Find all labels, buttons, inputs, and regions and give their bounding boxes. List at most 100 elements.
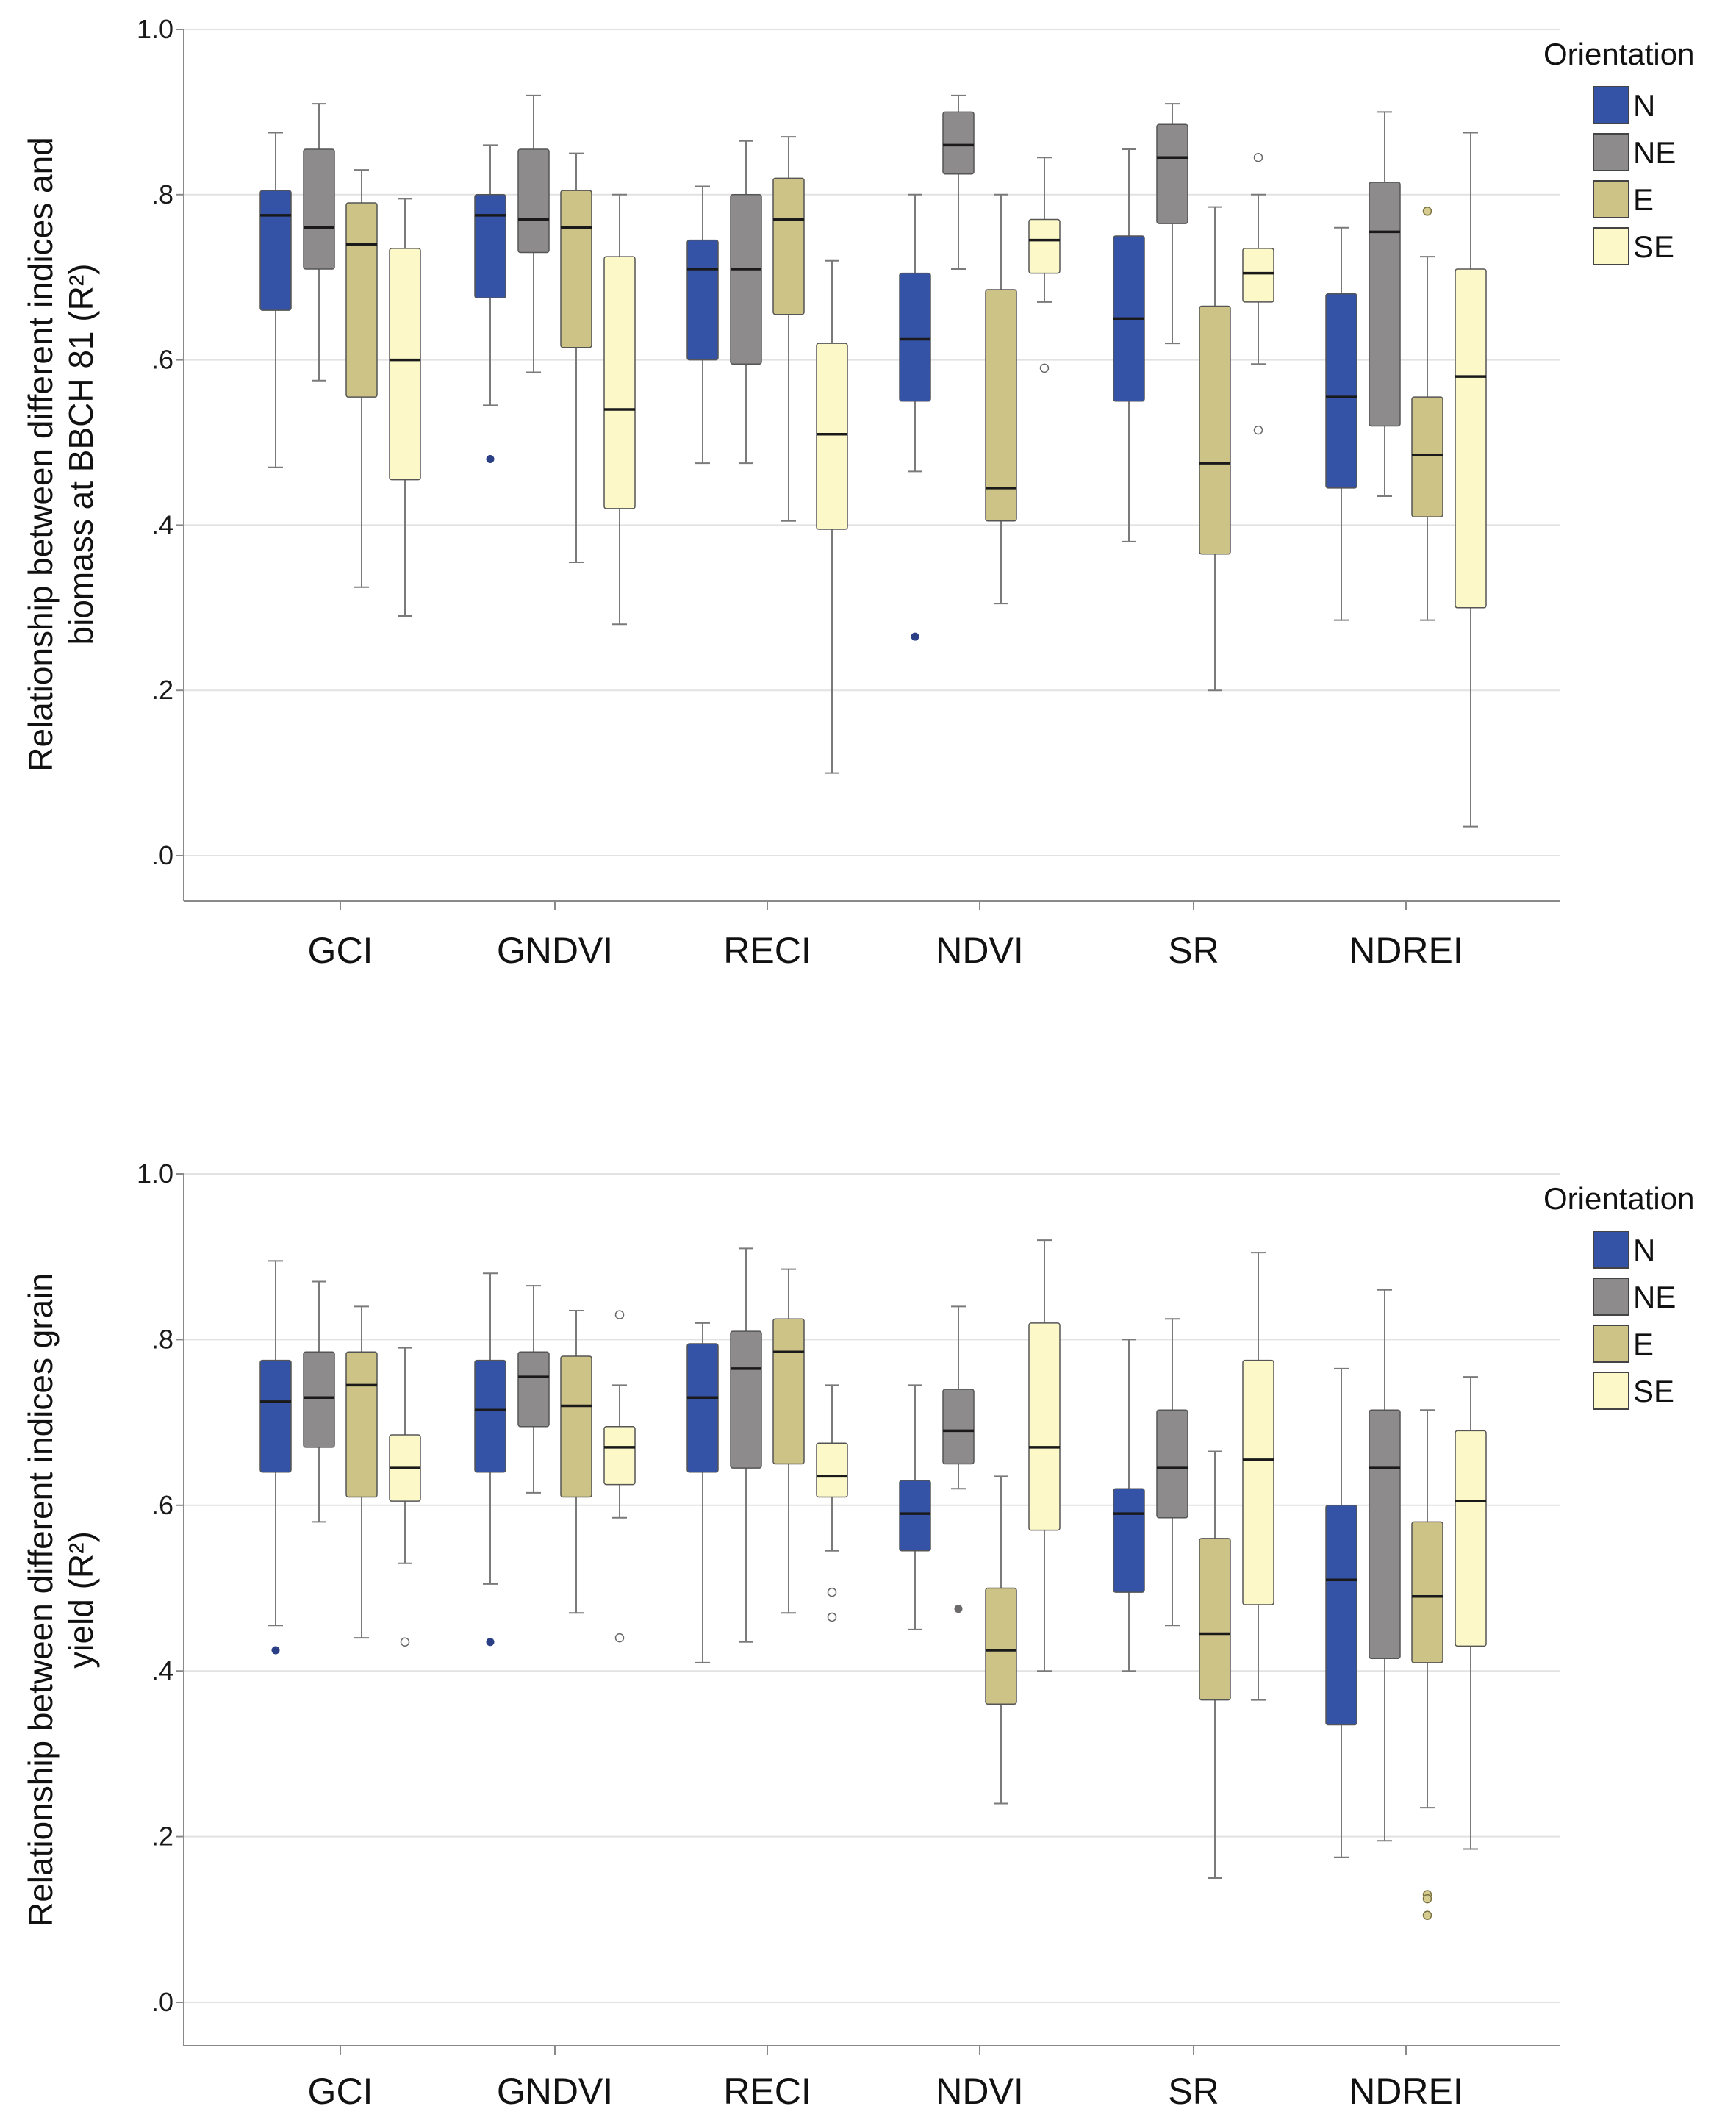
outlier-point	[954, 1605, 963, 1613]
y-tick-label: .0	[151, 1987, 173, 2017]
box-NE-RECI	[730, 140, 762, 465]
x-category-label: RECI	[723, 2071, 811, 2112]
x-category-label: RECI	[723, 930, 811, 971]
box-iqr	[603, 1425, 636, 1486]
outlier-point	[911, 632, 919, 641]
box-N-RECI	[686, 185, 719, 465]
box-E-GNDVI	[560, 1309, 592, 1614]
box-iqr	[474, 194, 506, 299]
outlier-point	[1422, 207, 1432, 216]
y-tick-label: .0	[151, 840, 173, 870]
box-N-GNDVI	[474, 1272, 506, 1647]
box-iqr	[1455, 268, 1487, 609]
box-SE-SR	[1242, 152, 1274, 435]
legend-label-N: N	[1633, 88, 1655, 123]
legend-title: Orientation	[1543, 1181, 1694, 1216]
box-iqr	[1455, 1430, 1487, 1647]
box-E-RECI	[772, 1268, 805, 1614]
x-category-label: GNDVI	[497, 2071, 613, 2112]
box-N-SR	[1113, 1339, 1145, 1672]
outlier-point	[614, 1633, 625, 1643]
box-NE-SR	[1156, 103, 1188, 345]
box-N-SR	[1113, 148, 1145, 542]
box-iqr	[560, 190, 592, 348]
y-tick-label: 1.0	[137, 1158, 173, 1189]
box-E-GCI	[345, 1305, 378, 1639]
box-iqr	[985, 289, 1017, 522]
y-tick-label: .6	[151, 1490, 173, 1520]
box-NE-GNDVI	[517, 94, 550, 373]
x-category-label: NDREI	[1349, 930, 1463, 971]
box-iqr	[899, 272, 931, 402]
y-tick-label: .2	[151, 675, 173, 705]
box-iqr	[303, 148, 335, 270]
chart-panel-1: .0 .2 .4 .6 .8 1.0 GCI GNDVI RECI NDVI SR NDREI Rela…	[21, 14, 1694, 971]
box-iqr	[1028, 218, 1061, 274]
box-iqr	[1411, 1521, 1443, 1663]
box-E-NDREI	[1411, 207, 1443, 621]
box-iqr	[1242, 1359, 1274, 1605]
box-NE-RECI	[730, 1247, 762, 1643]
legend-label-SE: SE	[1633, 1374, 1674, 1408]
box-NE-NDVI	[942, 94, 975, 270]
box-N-GNDVI	[474, 144, 506, 463]
box-SE-NDREI	[1455, 1376, 1487, 1850]
outlier-point	[1422, 1910, 1432, 1920]
box-iqr	[1369, 182, 1401, 427]
box-iqr	[1199, 1538, 1231, 1701]
box-SE-NDVI	[1028, 157, 1061, 373]
box-N-NDREI	[1325, 226, 1357, 621]
x-category-label: NDVI	[936, 2071, 1023, 2112]
box-SE-SR	[1242, 1252, 1274, 1701]
box-iqr	[259, 190, 292, 311]
outlier-point	[1253, 152, 1263, 162]
box-E-RECI	[772, 136, 805, 522]
box-N-NDREI	[1325, 1367, 1357, 1858]
y-axis-title-line-2: yield (R²)	[62, 1531, 100, 1669]
box-iqr	[772, 1318, 805, 1465]
legend-swatch-SE	[1593, 1372, 1629, 1410]
box-N-GCI	[259, 132, 292, 468]
legend: Orientation N NE E SE	[1543, 37, 1694, 265]
legend-label-NE: NE	[1633, 1280, 1676, 1314]
legend-swatch-E	[1593, 1325, 1629, 1363]
legend-label-NE: NE	[1633, 135, 1676, 170]
legend-label-SE: SE	[1633, 229, 1674, 264]
box-iqr	[1411, 396, 1443, 517]
box-iqr	[603, 256, 636, 509]
y-axis-title-line-2: biomass at BBCH 81 (R²)	[62, 264, 100, 645]
outlier-point	[827, 1587, 837, 1597]
box-iqr	[560, 1355, 592, 1498]
box-SE-GCI	[389, 1347, 421, 1647]
box-SE-RECI	[816, 259, 848, 774]
box-iqr	[772, 177, 805, 315]
box-iqr	[1113, 1488, 1145, 1593]
outlier-point	[1039, 363, 1050, 373]
y-axis-title-line-1: Relationship between different indices a…	[21, 137, 60, 772]
legend-label-E: E	[1633, 1327, 1654, 1361]
outlier-point	[486, 1638, 495, 1647]
box-N-RECI	[686, 1322, 719, 1663]
box-iqr	[259, 1359, 292, 1473]
legend-swatch-NE	[1593, 1278, 1629, 1316]
box-iqr	[517, 148, 550, 254]
x-category-label: GCI	[308, 930, 373, 971]
box-iqr	[303, 1351, 335, 1448]
outlier-point	[400, 1637, 410, 1647]
box-NE-NDREI	[1369, 111, 1401, 498]
box-NE-GNDVI	[517, 1285, 550, 1494]
legend-title: Orientation	[1543, 37, 1694, 71]
box-iqr	[816, 343, 848, 530]
x-category-label: NDREI	[1349, 2071, 1463, 2112]
x-category-label: GCI	[308, 2071, 373, 2112]
box-N-NDVI	[899, 1384, 931, 1630]
x-category-label: GNDVI	[497, 930, 613, 971]
box-N-NDVI	[899, 193, 931, 641]
x-category-label: SR	[1168, 2071, 1219, 2112]
box-iqr	[345, 202, 378, 398]
box-E-GNDVI	[560, 152, 592, 563]
x-category-label: SR	[1168, 930, 1219, 971]
box-iqr	[474, 1359, 506, 1473]
box-E-NDVI	[985, 1475, 1017, 1805]
box-SE-NDREI	[1455, 132, 1487, 828]
